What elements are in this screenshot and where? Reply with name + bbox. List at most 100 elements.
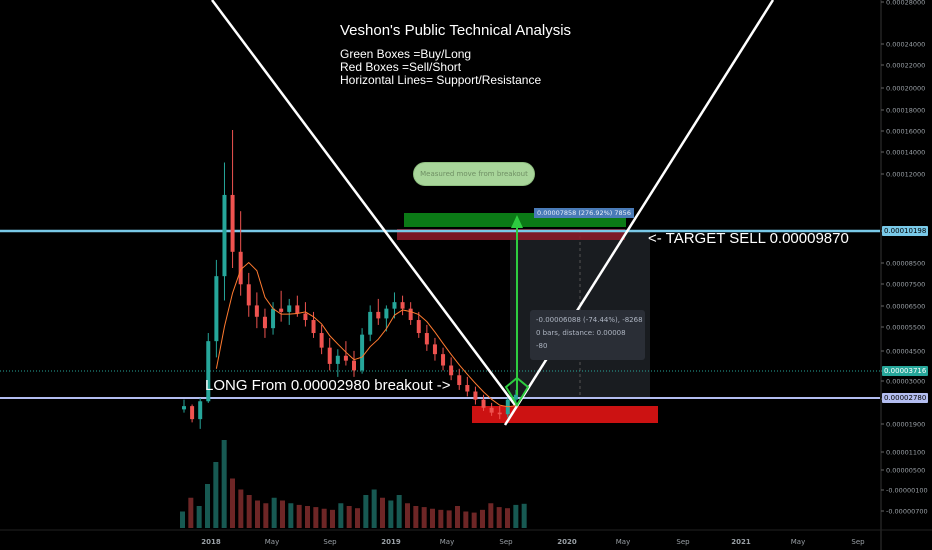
candle-body <box>335 355 340 364</box>
candle-body <box>238 251 243 285</box>
info-line-1: -0.00006088 (-74.44%), -8268 <box>536 316 643 324</box>
volume-bar <box>463 511 469 528</box>
candle-body <box>473 391 478 400</box>
x-tick-label: Sep <box>676 538 690 546</box>
candle-body <box>319 333 324 348</box>
measured-move-bubble[interactable]: Measured move from breakout <box>414 163 534 185</box>
candle-body <box>449 365 454 376</box>
x-tick-label: May <box>791 538 805 546</box>
x-axis: 2018 May Sep 2019 May Sep 2020 May Sep 2021 May Sep <box>0 529 932 546</box>
candle-body <box>198 401 203 420</box>
candle-body <box>489 407 494 413</box>
target-label: <- TARGET SELL 0.00009870 <box>648 230 849 247</box>
candle-body <box>279 308 284 312</box>
candle-body <box>481 399 486 408</box>
volume-bar <box>505 508 510 528</box>
legend-notes: Green Boxes =Buy/Long Red Boxes =Sell/Sh… <box>340 48 541 87</box>
volume-bar <box>230 478 235 528</box>
candle-body <box>206 341 211 402</box>
volume-bar <box>221 440 227 528</box>
moving-average-line <box>215 261 516 408</box>
y-tick-label: 0.00007500 <box>886 281 925 289</box>
volume-bar <box>446 510 452 528</box>
volume-bar <box>180 511 185 528</box>
candle-body <box>303 313 308 321</box>
volume-bar <box>188 497 194 528</box>
y-tick-label: 0.00014000 <box>886 149 925 157</box>
candles <box>182 129 518 429</box>
candle-body <box>368 311 373 335</box>
legend-green-note: Green Boxes =Buy/Long <box>340 47 472 61</box>
x-tick-label: May <box>440 538 454 546</box>
price-tag-resistance: 0.00010198 <box>882 226 929 236</box>
y-tick-label: 0.00012000 <box>886 171 925 179</box>
candle-body <box>465 385 470 392</box>
candle-body <box>424 333 429 345</box>
candle-body <box>352 360 356 371</box>
y-tick-label: 0.00003000 <box>886 378 925 386</box>
candle-body <box>182 406 186 410</box>
candle-body <box>497 412 502 415</box>
volume-bar <box>455 506 460 528</box>
x-tick-label: 2021 <box>731 538 751 546</box>
candle-body <box>295 305 300 314</box>
info-line-3: -80 <box>536 342 548 350</box>
volume-bar <box>296 504 302 528</box>
candle-body <box>408 308 413 321</box>
candle-body <box>311 320 316 334</box>
x-tick-label: Sep <box>323 538 337 546</box>
volume-bar <box>413 506 419 528</box>
y-tick-label: 0.00001100 <box>886 449 925 457</box>
y-tick-label: 0.00008500 <box>886 260 925 268</box>
candle-body <box>190 406 195 420</box>
candle-body <box>271 308 276 329</box>
y-tick-label: 0.00000500 <box>886 467 925 475</box>
measure-info-box[interactable]: -0.00006088 (-74.44%), -8268 0 bars, dis… <box>530 310 645 360</box>
price-tag-support: 0.00002780 <box>882 393 929 403</box>
candle-body <box>432 344 437 355</box>
candle-body <box>513 394 518 400</box>
candle-body <box>457 375 462 386</box>
candle-body <box>222 194 227 277</box>
candle-body <box>262 316 267 329</box>
volume-bar <box>480 509 485 528</box>
measure-tag: 0.00007858 (276.92%) 7856 <box>534 208 634 218</box>
price-tag-current: 0.00003716 <box>882 366 929 376</box>
volume-bar <box>513 504 519 528</box>
volume-bar <box>421 507 427 528</box>
measure-arrow-head <box>511 215 523 228</box>
volume-bar <box>496 507 502 528</box>
descending-trendline <box>210 0 517 406</box>
volume-bar <box>338 503 344 528</box>
candle-body <box>400 302 405 309</box>
long-label: LONG From 0.00002980 breakout -> <box>205 377 451 394</box>
candle-body <box>416 320 421 334</box>
x-tick-label: May <box>616 538 630 546</box>
candle-body <box>287 305 292 312</box>
volume-bar <box>280 500 285 528</box>
volume-bar <box>371 489 377 528</box>
volume-bar <box>238 489 244 528</box>
volume-bar <box>213 462 219 528</box>
volume-bar <box>471 512 477 528</box>
y-tick-label: 0.00006500 <box>886 303 925 311</box>
volume-bar <box>246 495 252 528</box>
volume-bar <box>205 484 210 528</box>
y-tick-label: 0.00005500 <box>886 324 925 332</box>
legend-red-note: Red Boxes =Sell/Short <box>340 60 462 74</box>
candle-body <box>376 311 381 319</box>
breakout-marker <box>504 376 530 407</box>
x-tick-label: 2019 <box>381 538 401 546</box>
volume-bar <box>305 506 310 528</box>
y-tick-label: 0.00001900 <box>886 421 925 429</box>
volume-bar <box>396 495 402 528</box>
candle-body <box>343 355 348 361</box>
candle-body <box>392 302 397 309</box>
x-tick-label: Sep <box>851 538 865 546</box>
stop-red-box <box>472 406 658 423</box>
target-red-box <box>397 229 625 240</box>
volume-bar <box>313 507 319 528</box>
y-tick-label: 0.00022000 <box>886 62 925 70</box>
